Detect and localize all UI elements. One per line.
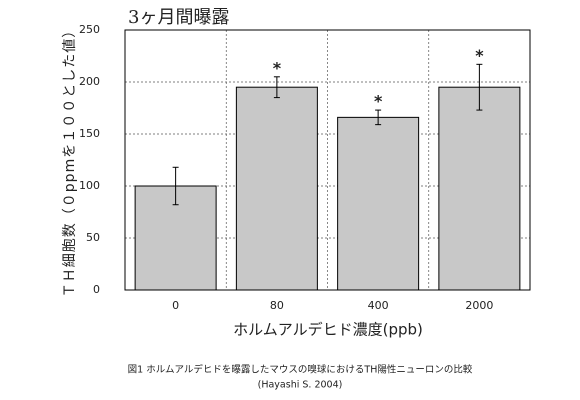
y-tick-label: 150 xyxy=(79,127,100,140)
plot-frame xyxy=(124,29,531,291)
y-tick-label: 200 xyxy=(79,75,100,88)
error-bar xyxy=(375,109,382,126)
y-tick-label: 100 xyxy=(79,179,100,192)
bar xyxy=(438,86,521,291)
y-tick-label: 250 xyxy=(79,23,100,36)
bar xyxy=(235,86,318,291)
y-axis-label: ＴＨ細胞数（０ppmを１００とした値） xyxy=(62,23,78,297)
x-tick-label: 80 xyxy=(270,299,284,312)
y-tick-label: 50 xyxy=(86,231,100,244)
bar xyxy=(337,116,420,291)
y-tick-label: 0 xyxy=(93,283,100,296)
chart-title: 3ヶ月間曝露 xyxy=(128,7,229,28)
error-bar xyxy=(273,76,280,99)
x-tick-label: 2000 xyxy=(465,299,493,312)
error-bar xyxy=(476,63,483,111)
error-bar xyxy=(172,166,179,206)
caption: (Hayashi S. 2004) xyxy=(258,380,343,391)
caption: 図1 ホルムアルデヒドを曝露したマウスの嗅球におけるTH陽性ニューロンの比較 xyxy=(128,364,473,376)
significance-marker: * xyxy=(374,92,383,111)
x-tick-label: 400 xyxy=(368,299,389,312)
x-tick-label: 0 xyxy=(172,299,179,312)
x-axis-label: ホルムアルデヒド濃度(ppb) xyxy=(233,321,423,339)
significance-marker: * xyxy=(273,58,282,77)
significance-marker: * xyxy=(475,46,484,65)
